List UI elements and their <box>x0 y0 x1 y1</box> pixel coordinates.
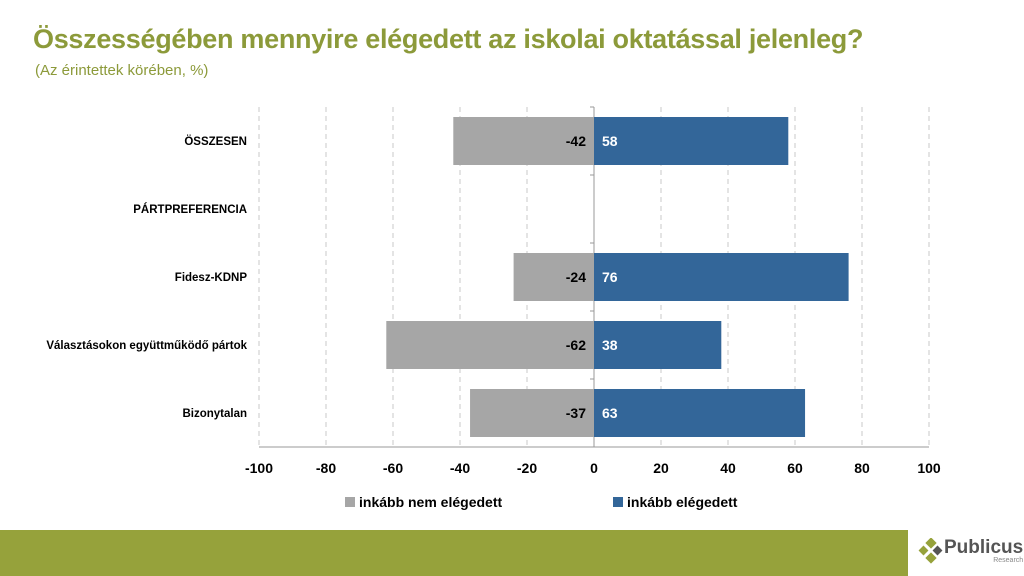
category-label: Bizonytalan <box>182 408 247 420</box>
legend-label: inkább elégedett <box>627 494 738 510</box>
legend-swatch <box>613 497 623 507</box>
x-tick-label: 0 <box>590 460 598 476</box>
data-label: 38 <box>602 337 618 353</box>
logo-sub: Research <box>993 556 1024 564</box>
data-label: -42 <box>566 133 586 149</box>
x-tick-label: -100 <box>245 460 273 476</box>
data-label: -24 <box>566 269 586 285</box>
logo-name: Publicus <box>944 536 1024 558</box>
x-tick-label: -80 <box>316 460 336 476</box>
logo-icon <box>918 538 943 564</box>
data-label: 58 <box>602 133 618 149</box>
data-label: 63 <box>602 405 618 421</box>
bar-negative <box>513 253 594 301</box>
bar-negative <box>386 321 594 369</box>
x-tick-label: -40 <box>450 460 470 476</box>
data-label: -37 <box>566 405 586 421</box>
x-tick-label: 20 <box>653 460 669 476</box>
x-tick-label: -60 <box>383 460 403 476</box>
legend-swatch <box>345 497 355 507</box>
x-tick-label: 80 <box>854 460 870 476</box>
x-tick-label: 60 <box>787 460 803 476</box>
page-subtitle: (Az érintettek körében, %) <box>35 62 209 79</box>
x-tick-label: 100 <box>917 460 941 476</box>
footer-band <box>0 530 908 576</box>
chart: -100 -80 -60 -40 -20 0 20 40 60 80 100 ÖSSZESEN -42 5… <box>46 106 941 510</box>
bar-positive <box>594 253 849 301</box>
bar-negative <box>453 117 594 165</box>
page-title: Összességében mennyire elégedett az isko… <box>33 24 864 54</box>
data-label: -62 <box>566 337 586 353</box>
bar-negative <box>470 389 594 437</box>
bar-positive <box>594 389 806 437</box>
category-label: PÁRTPREFERENCIA <box>133 203 247 216</box>
legend-label: inkább nem elégedett <box>359 494 502 510</box>
bar-positive <box>594 321 722 369</box>
publicus-logo: Publicus Research <box>918 538 1023 564</box>
bar-positive <box>594 117 789 165</box>
x-tick-label: -20 <box>517 460 537 476</box>
x-tick-label: 40 <box>720 460 736 476</box>
category-label: Választásokon együttműködő pártok <box>46 340 247 352</box>
data-label: 76 <box>602 269 618 285</box>
category-label: ÖSSZESEN <box>184 135 247 148</box>
category-label: Fidesz-KDNP <box>175 272 248 284</box>
